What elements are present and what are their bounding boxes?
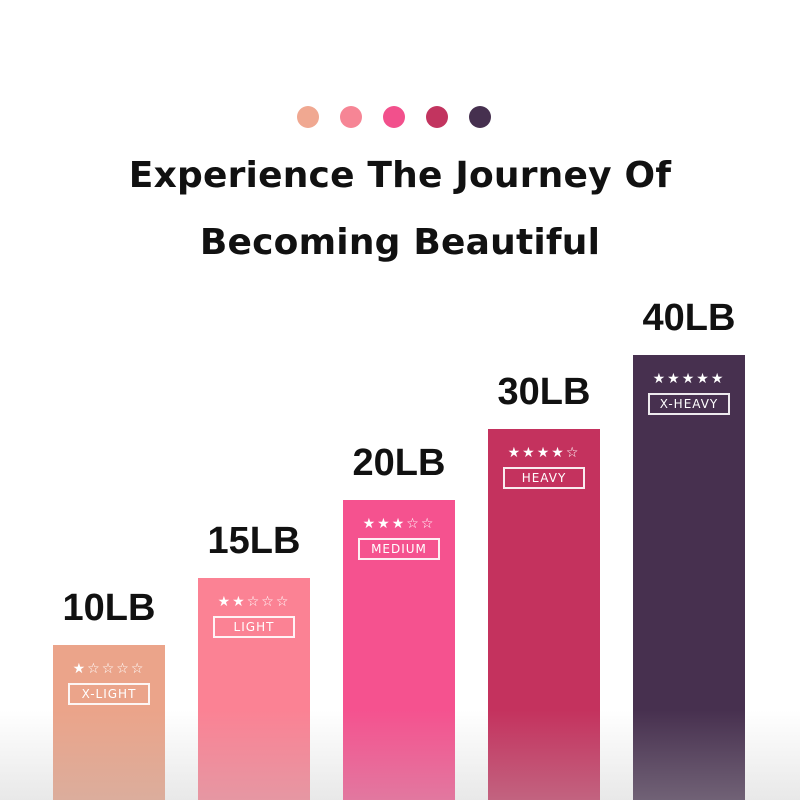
- color-dot: [297, 106, 319, 128]
- level-badge: LIGHT: [213, 616, 295, 638]
- level-badge: X-HEAVY: [648, 393, 730, 415]
- level-badge: HEAVY: [503, 467, 585, 489]
- headline-line-1: Experience The Journey Of: [128, 155, 672, 196]
- star-rating: ★☆☆☆☆: [72, 661, 146, 677]
- color-dot: [383, 106, 405, 128]
- level-badge: MEDIUM: [358, 538, 440, 560]
- star-rating: ★★★★☆: [507, 445, 581, 461]
- star-rating: ★★★☆☆: [362, 516, 436, 532]
- star-rating: ★★★★★: [652, 371, 726, 387]
- band-bar-15lb: 15LB ★★☆☆☆ LIGHT: [198, 520, 310, 800]
- color-dot: [469, 106, 491, 128]
- weight-label: 30LB: [497, 371, 591, 413]
- weight-label: 10LB: [62, 587, 156, 629]
- weight-label: 15LB: [207, 520, 301, 562]
- color-dot: [340, 106, 362, 128]
- weight-label: 20LB: [352, 442, 446, 484]
- color-dot: [426, 106, 448, 128]
- band-bar-40lb: 40LB ★★★★★ X-HEAVY: [633, 297, 745, 800]
- level-badge: X-LIGHT: [68, 683, 150, 705]
- headline-line-2: Becoming Beautiful: [199, 222, 601, 263]
- weight-label: 40LB: [642, 297, 736, 339]
- band-bar-20lb: 20LB ★★★☆☆ MEDIUM: [343, 442, 455, 800]
- band-bar-10lb: 10LB ★☆☆☆☆ X-LIGHT: [53, 587, 165, 800]
- star-rating: ★★☆☆☆: [217, 594, 291, 610]
- band-bar-30lb: 30LB ★★★★☆ HEAVY: [488, 371, 600, 800]
